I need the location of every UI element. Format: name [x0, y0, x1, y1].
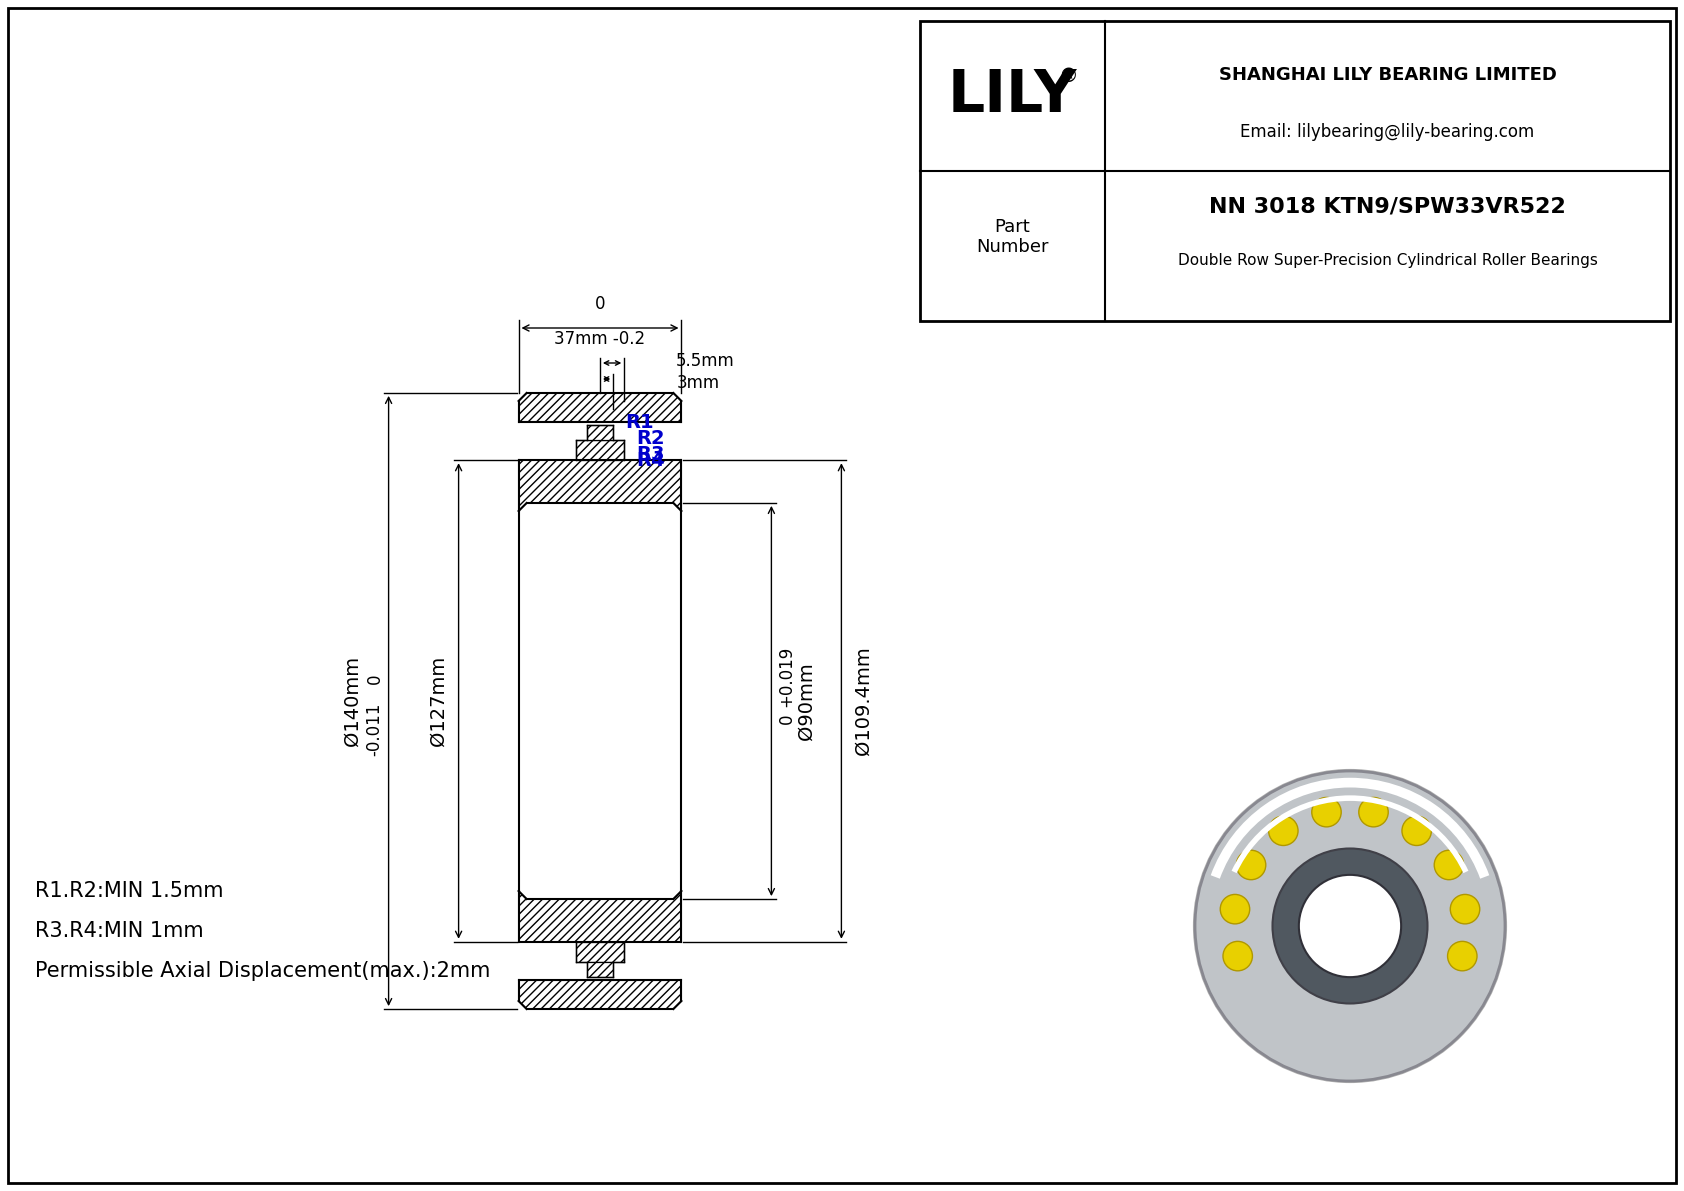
Text: 3mm: 3mm [677, 374, 719, 392]
Text: R3.R4:MIN 1mm: R3.R4:MIN 1mm [35, 921, 204, 941]
Text: R1.R2:MIN 1.5mm: R1.R2:MIN 1.5mm [35, 881, 224, 902]
Circle shape [1221, 894, 1250, 924]
Polygon shape [586, 962, 613, 978]
Text: LILY: LILY [948, 68, 1078, 125]
Text: ®: ® [1059, 67, 1078, 86]
Text: 0: 0 [365, 674, 384, 685]
Circle shape [1403, 816, 1431, 846]
Polygon shape [519, 460, 682, 511]
Text: +0.019: +0.019 [778, 646, 795, 706]
Circle shape [1448, 941, 1477, 971]
Polygon shape [576, 441, 625, 460]
Text: Ø90mm: Ø90mm [797, 662, 817, 740]
Circle shape [1236, 850, 1266, 880]
Text: 37mm -0.2: 37mm -0.2 [554, 330, 645, 348]
Text: Permissible Axial Displacement(max.):2mm: Permissible Axial Displacement(max.):2mm [35, 961, 490, 981]
Text: Double Row Super-Precision Cylindrical Roller Bearings: Double Row Super-Precision Cylindrical R… [1177, 254, 1598, 268]
Text: Ø109.4mm: Ø109.4mm [854, 647, 872, 755]
Text: -0.011: -0.011 [365, 703, 384, 755]
Circle shape [1273, 848, 1428, 1004]
Text: SHANGHAI LILY BEARING LIMITED: SHANGHAI LILY BEARING LIMITED [1219, 66, 1556, 85]
Polygon shape [519, 980, 682, 1009]
Text: Ø140mm: Ø140mm [344, 656, 362, 746]
Text: R1: R1 [625, 413, 653, 432]
Text: Email: lilybearing@lily-bearing.com: Email: lilybearing@lily-bearing.com [1241, 123, 1534, 141]
Polygon shape [519, 891, 682, 942]
Text: R4: R4 [637, 450, 665, 469]
Circle shape [1223, 941, 1253, 971]
Polygon shape [586, 425, 613, 441]
Circle shape [1298, 875, 1401, 977]
Text: Ø127mm: Ø127mm [429, 656, 448, 746]
Circle shape [1450, 894, 1480, 924]
Polygon shape [576, 942, 625, 962]
Circle shape [1435, 850, 1463, 880]
Circle shape [1359, 798, 1388, 827]
Text: 5.5mm: 5.5mm [677, 353, 734, 370]
Text: 0: 0 [594, 295, 605, 313]
Text: NN 3018 KTN9/SPW33VR522: NN 3018 KTN9/SPW33VR522 [1209, 197, 1566, 217]
Circle shape [1268, 816, 1298, 846]
Circle shape [1196, 771, 1505, 1081]
Text: R2: R2 [637, 429, 665, 448]
Text: 0: 0 [778, 713, 795, 724]
Text: Part
Number: Part Number [977, 218, 1049, 256]
Text: R3: R3 [637, 444, 665, 463]
Polygon shape [519, 393, 682, 422]
Circle shape [1312, 798, 1340, 827]
